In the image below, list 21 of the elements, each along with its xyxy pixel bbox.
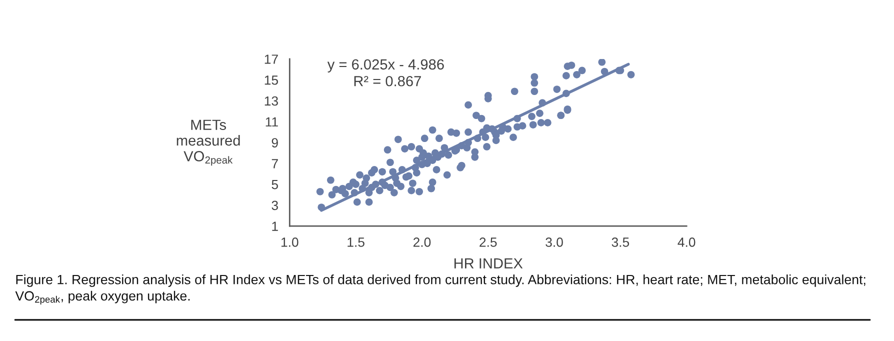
x-tick-label: 1.5: [348, 238, 364, 247]
x-tick-label: 3.0: [546, 238, 563, 247]
y-tick-label: 17: [264, 54, 278, 64]
annotation: R² = 0.867: [354, 76, 421, 86]
x-tick-label: 1.0: [281, 238, 298, 247]
x-tick-label: 4.0: [678, 238, 696, 247]
y-tick-label: 1: [272, 222, 278, 231]
y-tick-label: 9: [272, 138, 278, 148]
y-tick-label: 15: [264, 76, 278, 85]
x-tick-label: 2.0: [413, 238, 431, 247]
caption: Figure 1. Regression analysis of HR Index vs METs of data derived from current study. Abbreviations: HR, heart rate; MET, metabolic equivalent; VO$_{2peak}$, peak oxygen uptake.: [15, 274, 866, 305]
annotation: y = 6.025x - 4.986: [327, 59, 444, 72]
y-tick-label: 11: [266, 117, 278, 126]
y-axis-title: METs measured VO$_{2peak}$: [176, 120, 240, 166]
y-tick-label: 13: [264, 96, 278, 106]
x-tick-label: 2.5: [480, 238, 497, 247]
y-tick-label: 3: [272, 200, 278, 210]
x-tick-label: 3.5: [612, 238, 630, 247]
x-axis-title: HR INDEX: [454, 258, 523, 268]
y-tick-label: 5: [272, 180, 278, 190]
y-tick-label: 7: [272, 159, 278, 168]
